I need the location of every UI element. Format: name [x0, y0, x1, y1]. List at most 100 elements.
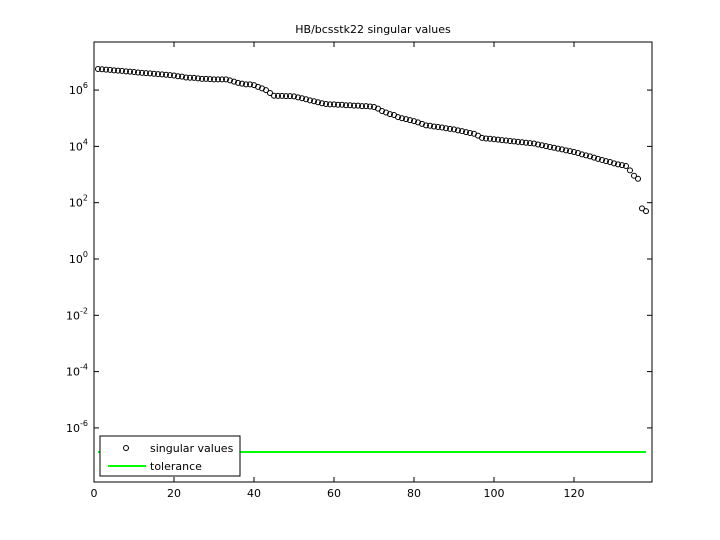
data-point: [131, 68, 137, 75]
data-point: [267, 89, 273, 96]
data-point: [435, 123, 441, 130]
data-point: [167, 72, 173, 79]
data-point: [543, 143, 549, 150]
data-point: [343, 102, 349, 109]
data-point: [439, 124, 445, 131]
data-point: [523, 139, 529, 146]
data-point: [535, 141, 541, 148]
data-point: [211, 76, 217, 83]
data-point: [119, 67, 125, 74]
data-point: [151, 70, 157, 77]
data-point: [603, 158, 609, 165]
data-point: [323, 101, 329, 108]
data-point: [271, 92, 277, 99]
data-point: [639, 205, 645, 212]
data-point: [299, 95, 305, 102]
data-point: [447, 125, 453, 132]
data-point: [555, 145, 561, 152]
data-point: [295, 94, 301, 101]
data-point: [503, 137, 509, 144]
data-point: [559, 146, 565, 153]
chart-title: HB/bcsstk22 singular values: [295, 23, 451, 36]
data-point: [123, 68, 129, 75]
y-tick-label: 10-2: [66, 306, 88, 322]
data-point: [263, 87, 269, 94]
data-point: [635, 175, 641, 182]
data-point: [443, 125, 449, 132]
data-point: [355, 102, 361, 109]
data-point: [219, 76, 225, 83]
data-point: [459, 128, 465, 135]
data-point: [607, 158, 613, 165]
data-point: [155, 71, 161, 78]
data-point: [115, 67, 121, 74]
data-point: [335, 101, 341, 108]
data-point: [171, 72, 177, 79]
data-point: [379, 108, 385, 115]
data-point: [627, 167, 633, 174]
data-point: [531, 140, 537, 147]
data-point: [347, 102, 353, 109]
data-point: [539, 142, 545, 149]
data-point: [363, 103, 369, 110]
data-point: [307, 97, 313, 104]
data-point: [419, 120, 425, 127]
data-point: [451, 126, 457, 133]
data-point: [423, 122, 429, 129]
data-point: [275, 92, 281, 99]
data-point: [175, 73, 181, 80]
data-point: [303, 96, 309, 103]
legend-label: tolerance: [150, 460, 202, 473]
data-point: [235, 79, 241, 86]
data-point: [327, 101, 333, 108]
data-point: [231, 78, 237, 85]
data-point: [227, 77, 233, 84]
data-point: [487, 135, 493, 142]
data-point: [547, 144, 553, 151]
data-point: [623, 163, 629, 170]
data-point: [467, 129, 473, 136]
data-point: [207, 76, 213, 83]
data-point: [591, 154, 597, 161]
data-point: [283, 93, 289, 100]
data-point: [631, 172, 637, 179]
data-point: [579, 151, 585, 158]
data-point: [387, 111, 393, 118]
data-point: [163, 71, 169, 78]
data-point: [619, 162, 625, 169]
data-point: [143, 70, 149, 77]
data-point: [139, 69, 145, 76]
y-tick-label: 10-4: [66, 363, 88, 379]
data-point: [563, 147, 569, 154]
data-point: [587, 153, 593, 160]
data-point: [367, 103, 373, 110]
data-point: [583, 152, 589, 159]
data-point: [495, 136, 501, 143]
data-point: [395, 114, 401, 121]
data-point: [551, 144, 557, 151]
data-point: [571, 149, 577, 156]
x-tick-label: 120: [564, 487, 585, 500]
axes-box: [93, 41, 653, 483]
data-point: [491, 136, 497, 143]
data-point: [519, 139, 525, 146]
data-point: [135, 69, 141, 76]
data-point: [499, 137, 505, 144]
data-point: [515, 138, 521, 145]
data-point: [599, 156, 605, 163]
data-point: [191, 74, 197, 81]
data-point: [527, 140, 533, 147]
legend-marker: [123, 445, 129, 451]
data-point: [199, 75, 205, 82]
data-point: [567, 148, 573, 155]
data-point: [195, 75, 201, 82]
data-point: [183, 74, 189, 81]
data-point: [463, 129, 469, 136]
y-tick-label: 10-6: [66, 419, 88, 435]
data-point: [511, 138, 517, 145]
data-point: [95, 66, 101, 73]
x-tick-label: 0: [91, 487, 98, 500]
data-point: [147, 70, 153, 77]
legend-label: singular values: [150, 442, 234, 455]
y-tick-label: 106: [69, 81, 88, 97]
